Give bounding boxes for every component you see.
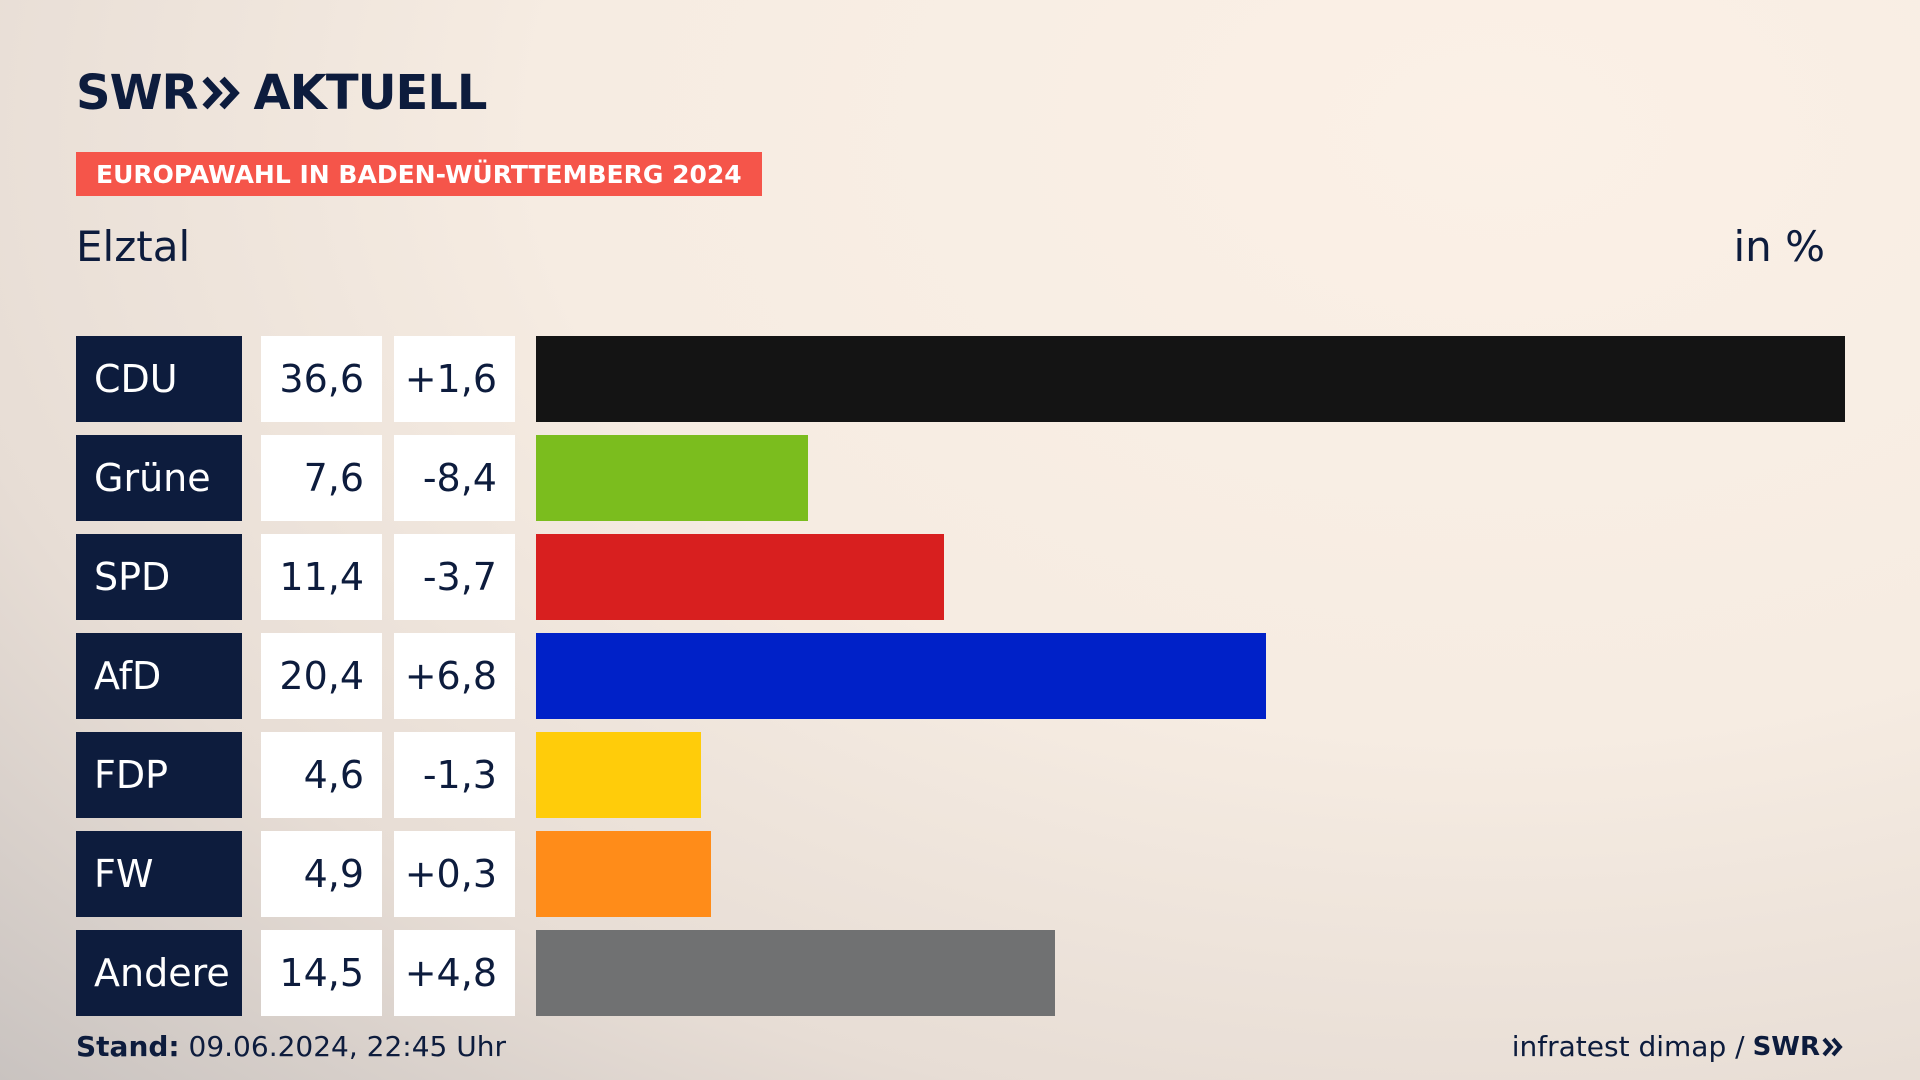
value-label: 4,6 <box>261 732 382 818</box>
value-label: 7,6 <box>261 435 382 521</box>
change-label: +4,8 <box>394 930 515 1016</box>
election-tag: EUROPAWAHL IN BADEN-WÜRTTEMBERG 2024 <box>76 152 762 196</box>
change-label: -1,3 <box>394 732 515 818</box>
bar <box>536 633 1266 719</box>
logo-aktuell-text: AKTUELL <box>253 65 487 121</box>
double-chevron-small-icon <box>1822 1037 1843 1056</box>
bar <box>536 435 808 521</box>
value-label: 36,6 <box>261 336 382 422</box>
stand-value: 09.06.2024, 22:45 Uhr <box>188 1030 506 1063</box>
party-label: Grüne <box>76 435 242 521</box>
place-title: Elztal <box>76 222 191 271</box>
party-label: SPD <box>76 534 242 620</box>
change-label: -8,4 <box>394 435 515 521</box>
bar <box>536 930 1055 1016</box>
party-label: Andere <box>76 930 242 1016</box>
footer-source: infratest dimap / SWR <box>1512 1030 1844 1063</box>
bar <box>536 732 701 818</box>
bar <box>536 534 944 620</box>
party-label: CDU <box>76 336 242 422</box>
double-chevron-icon <box>202 76 241 110</box>
stand-label: Stand: <box>76 1030 180 1063</box>
bar <box>536 831 711 917</box>
value-label: 20,4 <box>261 633 382 719</box>
source-text: infratest dimap / <box>1511 1030 1745 1063</box>
logo-swr-text: SWR <box>76 65 198 121</box>
party-label: AfD <box>76 633 242 719</box>
party-label: FW <box>76 831 242 917</box>
unit-label: in % <box>1733 222 1825 271</box>
party-label: FDP <box>76 732 242 818</box>
footer-stand: Stand: 09.06.2024, 22:45 Uhr <box>76 1030 506 1063</box>
bar <box>536 336 1845 422</box>
value-label: 11,4 <box>261 534 382 620</box>
change-label: +1,6 <box>394 336 515 422</box>
value-label: 4,9 <box>261 831 382 917</box>
source-brand: SWR <box>1752 1031 1820 1062</box>
change-label: +0,3 <box>394 831 515 917</box>
change-label: +6,8 <box>394 633 515 719</box>
swr-aktuell-logo: SWR AKTUELL <box>76 65 488 121</box>
change-label: -3,7 <box>394 534 515 620</box>
value-label: 14,5 <box>261 930 382 1016</box>
